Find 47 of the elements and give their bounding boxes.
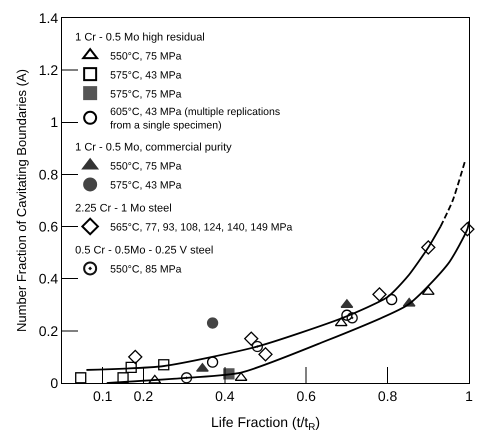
y-tick-label: 0 xyxy=(50,374,58,391)
point xyxy=(334,317,348,326)
legend-label: 550°C, 75 MPa xyxy=(110,160,182,173)
point xyxy=(117,372,129,384)
point xyxy=(128,350,142,364)
y-tick-label: 0.8 xyxy=(38,166,58,182)
x-axis-title: Life Fraction (t/t$_{R}$) xyxy=(210,414,320,433)
point xyxy=(386,294,398,306)
x-tick-label: 0.8 xyxy=(378,388,398,404)
annotation: 1 Cr - 0.5 Mo, commercial purity xyxy=(75,142,232,154)
point xyxy=(346,312,358,324)
y-tick-label: 1.4 xyxy=(38,10,58,26)
point xyxy=(372,287,387,302)
x-tick-label: 0.4 xyxy=(215,388,235,404)
point xyxy=(180,372,192,384)
point xyxy=(158,359,170,370)
annotation: 2.25 Cr - 1 Mo steel xyxy=(75,202,172,215)
y-tick-label: 0.6 xyxy=(38,218,58,234)
point xyxy=(75,372,86,384)
y-tick-label: 0.2 xyxy=(38,322,58,339)
x-tick-label: 0.6 xyxy=(296,388,316,404)
legend-label: 565°C, 77, 93, 108, 124, 140, 149 MPa xyxy=(110,222,293,234)
point xyxy=(126,362,137,374)
point xyxy=(252,340,264,352)
legend-label: 550°C, 85 MPa xyxy=(110,264,182,276)
y-tick-label: 0.4 xyxy=(38,270,58,287)
legend-label: 575°C, 43 MPa xyxy=(110,180,182,192)
x-tick-label: 0.1 xyxy=(92,388,113,404)
point xyxy=(206,356,218,368)
point xyxy=(258,347,273,362)
annotation: 0.5 Cr - 0.5Mo - 0.25 V steel xyxy=(75,244,214,257)
legend-label: 575°C, 43 MPa xyxy=(110,69,182,82)
point xyxy=(148,374,162,384)
y-axis-title: Number Fraction of Cavitating Boundaries (A) xyxy=(14,68,29,332)
y-tick-label: 1 xyxy=(50,114,58,130)
legend-label: 575°C, 75 MPa xyxy=(110,88,182,100)
x-tick-label: 1 xyxy=(465,388,474,404)
point xyxy=(421,240,436,255)
point xyxy=(206,317,218,329)
y-tick-label: 1.2 xyxy=(38,62,58,78)
legend-label: 550°C, 75 MPa xyxy=(110,50,182,62)
point xyxy=(244,332,258,346)
x-tick-label: 0.2 xyxy=(134,388,154,404)
annotation: 1 Cr - 0.5 Mo high residual xyxy=(75,31,205,44)
point xyxy=(341,310,353,321)
legend-label: 605°C, 43 MPa (multiple replications from a single specimen) xyxy=(110,106,280,132)
point xyxy=(460,222,475,236)
